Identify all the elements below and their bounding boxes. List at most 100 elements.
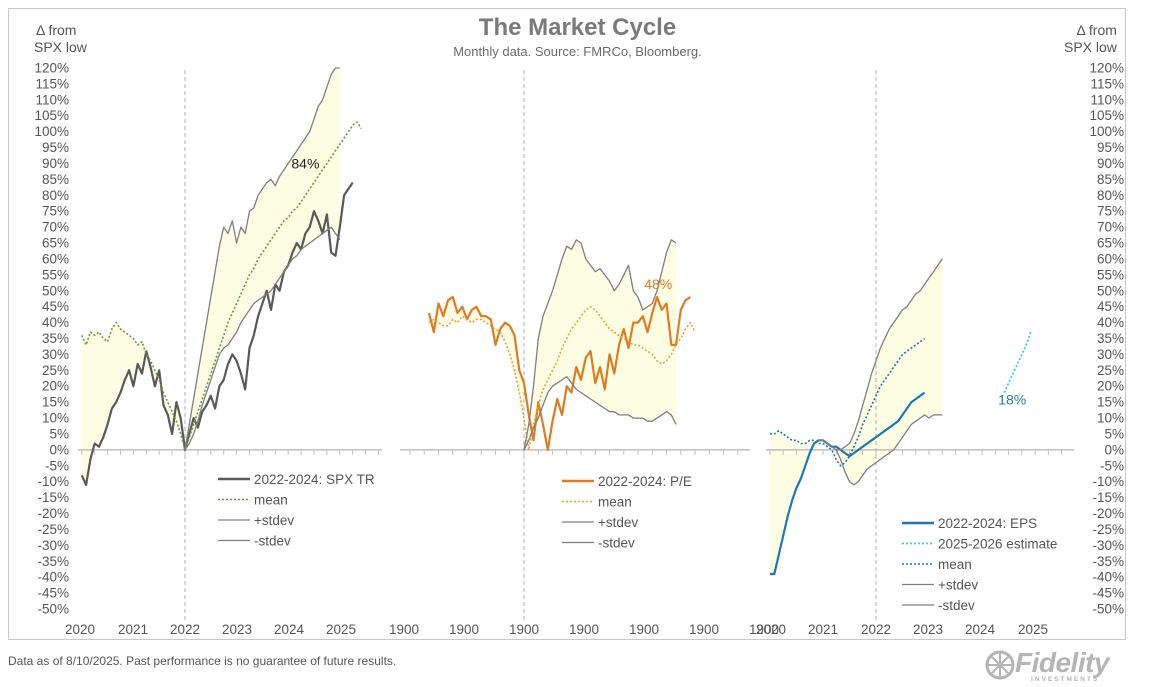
series-line-2022-2024-spx-tr (80, 181, 354, 486)
chart-panel-1: 2020 2021 2022 2023 2024 2025 2022-2024: SPX T… (65, 67, 382, 637)
y-tick-label-right: 80% (1097, 188, 1124, 203)
x-tick-label: 1900 (449, 622, 479, 637)
y-tick-label-left: -35% (37, 554, 69, 569)
series-line-2022-2024-p-e (427, 296, 691, 451)
legend-label: 2022-2024: P/E (598, 474, 692, 489)
y-tick-label-right: 115% (1090, 76, 1124, 91)
y-tick-label-left: 60% (42, 251, 69, 266)
y-tick-label-left: 70% (42, 220, 69, 235)
y-tick-label-left: 25% (42, 363, 69, 378)
y-tick-label-left: 95% (42, 140, 69, 155)
x-tick-label: 2023 (913, 622, 943, 637)
y-tick-label-left: 55% (42, 267, 69, 282)
y-tick-label-right: -20% (1092, 506, 1124, 521)
legend-label: 2022-2024: EPS (938, 516, 1037, 531)
y-tick-label-left: 35% (42, 331, 69, 346)
y-tick-label-right: 45% (1097, 299, 1124, 314)
y-tick-label-right: 55% (1097, 267, 1124, 282)
y-tick-label-left: 120% (34, 61, 69, 76)
x-tick-label: 1900 (569, 622, 599, 637)
y-tick-label-left: -40% (37, 570, 69, 585)
y-tick-label-left: 110% (35, 92, 69, 107)
y-tick-label-left: 75% (42, 204, 69, 219)
x-tick-label: 1900 (749, 622, 779, 637)
value-annotation: 48% (644, 276, 672, 292)
legend-label: mean (254, 493, 288, 508)
y-tick-label-right: 5% (1104, 426, 1124, 441)
value-annotation: 84% (291, 156, 319, 172)
y-tick-label-right: 50% (1097, 283, 1124, 298)
y-tick-label-right: 30% (1097, 347, 1124, 362)
x-tick-label: 2021 (808, 622, 838, 637)
y-tick-label-left: -30% (37, 538, 69, 553)
y-tick-label-right: -15% (1092, 490, 1124, 505)
y-tick-label-left: 80% (42, 188, 69, 203)
x-tick-label: 2021 (118, 622, 148, 637)
y-tick-label-left: 105% (34, 108, 69, 123)
series-line-mean (81, 121, 362, 451)
series-line--stdev (818, 414, 943, 486)
y-tick-label-left: 30% (42, 347, 69, 362)
y-tick-label-left: -20% (37, 506, 69, 521)
y-axis-header-left-line1: Δ from (36, 22, 77, 38)
series-line-2022-2024-eps (769, 391, 926, 576)
y-axis-header-right-line1: Δ from (1076, 22, 1117, 38)
y-tick-label-left: -50% (37, 602, 69, 617)
value-annotation: 18% (998, 392, 1026, 408)
series-line-mean (428, 305, 696, 451)
fidelity-logo-tagline: INVESTMENTS (1031, 676, 1100, 683)
x-tick-label: 2020 (65, 622, 95, 637)
y-tick-label-left: -25% (37, 522, 69, 537)
x-tick-label: 2022 (170, 622, 200, 637)
x-tick-label: 2024 (965, 622, 996, 637)
legend-label: +stdev (254, 513, 294, 528)
x-tick-label: 2023 (222, 622, 252, 637)
y-tick-label-left: 15% (42, 395, 69, 410)
y-tick-label-left: 20% (42, 379, 69, 394)
legend-label: -stdev (598, 536, 635, 551)
series-line-2025-2026-estimate (1003, 331, 1032, 393)
series-line--stdev (523, 239, 677, 451)
y-tick-label-right: -5% (1100, 458, 1124, 473)
y-tick-label-left: -15% (37, 490, 69, 505)
y-tick-label-left: 5% (49, 426, 69, 441)
y-tick-label-left: 10% (42, 411, 69, 426)
legend-label: +stdev (938, 578, 978, 593)
legend-label: +stdev (598, 515, 638, 530)
y-axis-header-left: Δ from SPX low (34, 22, 87, 56)
y-tick-label-right: 95% (1097, 140, 1124, 155)
y-tick-label-right: 75% (1097, 204, 1124, 219)
series-line-mean (769, 337, 926, 467)
y-tick-label-right: 0% (1104, 442, 1124, 457)
y-tick-label-right: 20% (1097, 379, 1124, 394)
legend-label: 2025-2026 estimate (938, 537, 1057, 552)
y-tick-label-left: 50% (42, 283, 69, 298)
chart-panel-3: 2020 2021 2022 2023 2024 2025 2022-2024: EPS 20… (756, 70, 1074, 637)
y-tick-label-right: 10% (1097, 411, 1124, 426)
series-line--stdev (184, 226, 341, 451)
x-tick-label: 2025 (1018, 622, 1048, 637)
y-tick-label-left: -45% (37, 586, 69, 601)
legend-label: -stdev (254, 534, 291, 549)
y-tick-label-left: 40% (42, 315, 69, 330)
y-axis-header-right: Δ from SPX low (1064, 22, 1117, 56)
y-tick-label-right: 40% (1097, 315, 1124, 330)
y-tick-label-left: 65% (42, 236, 69, 251)
y-tick-label-left: 115% (35, 76, 69, 91)
y-tick-label-right: 25% (1097, 363, 1124, 378)
y-tick-label-left: -10% (37, 474, 69, 489)
y-tick-label-right: 70% (1097, 220, 1124, 235)
y-tick-label-right: 110% (1090, 92, 1124, 107)
chart-subtitle: Monthly data. Source: FMRCo, Bloomberg. (453, 44, 702, 59)
series-line--stdev (523, 376, 677, 451)
y-tick-label-right: -35% (1092, 554, 1124, 569)
stdev-band (818, 258, 943, 485)
y-tick-label-right: -25% (1092, 522, 1124, 537)
stdev-band (524, 239, 676, 450)
footnote: Data as of 8/10/2025. Past performance i… (8, 654, 397, 668)
pre-trough-band (81, 322, 185, 485)
x-tick-label: 1900 (689, 622, 719, 637)
y-tick-label-left: 45% (42, 299, 69, 314)
y-tick-label-right: 15% (1097, 395, 1124, 410)
